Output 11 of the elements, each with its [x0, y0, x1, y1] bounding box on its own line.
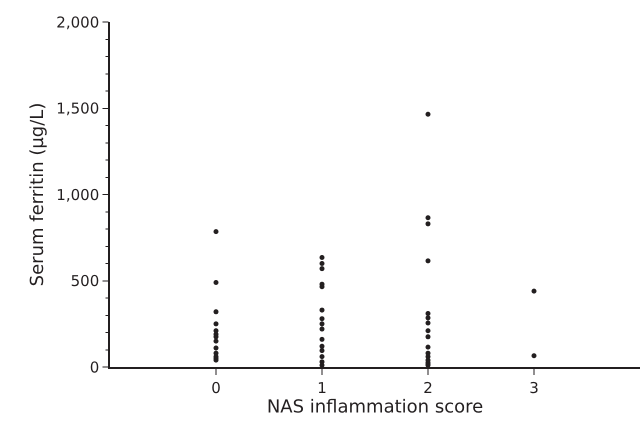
y-tick-label: 0 — [90, 358, 100, 376]
x-tick-label: 3 — [529, 378, 539, 397]
y-tick-label: 500 — [70, 272, 100, 290]
y-tick-label: 2,000 — [56, 13, 100, 32]
y-axis-title: Serum ferritin (µg/L) — [26, 102, 48, 286]
x-tick-label: 2 — [423, 378, 433, 397]
x-axis-title: NAS inflammation score — [266, 396, 484, 418]
x-tick-label: 0 — [211, 378, 221, 397]
y-tick-label: 1,500 — [56, 100, 100, 118]
y-tick-label: 1,000 — [56, 186, 100, 204]
x-tick-label: 1 — [317, 378, 327, 397]
